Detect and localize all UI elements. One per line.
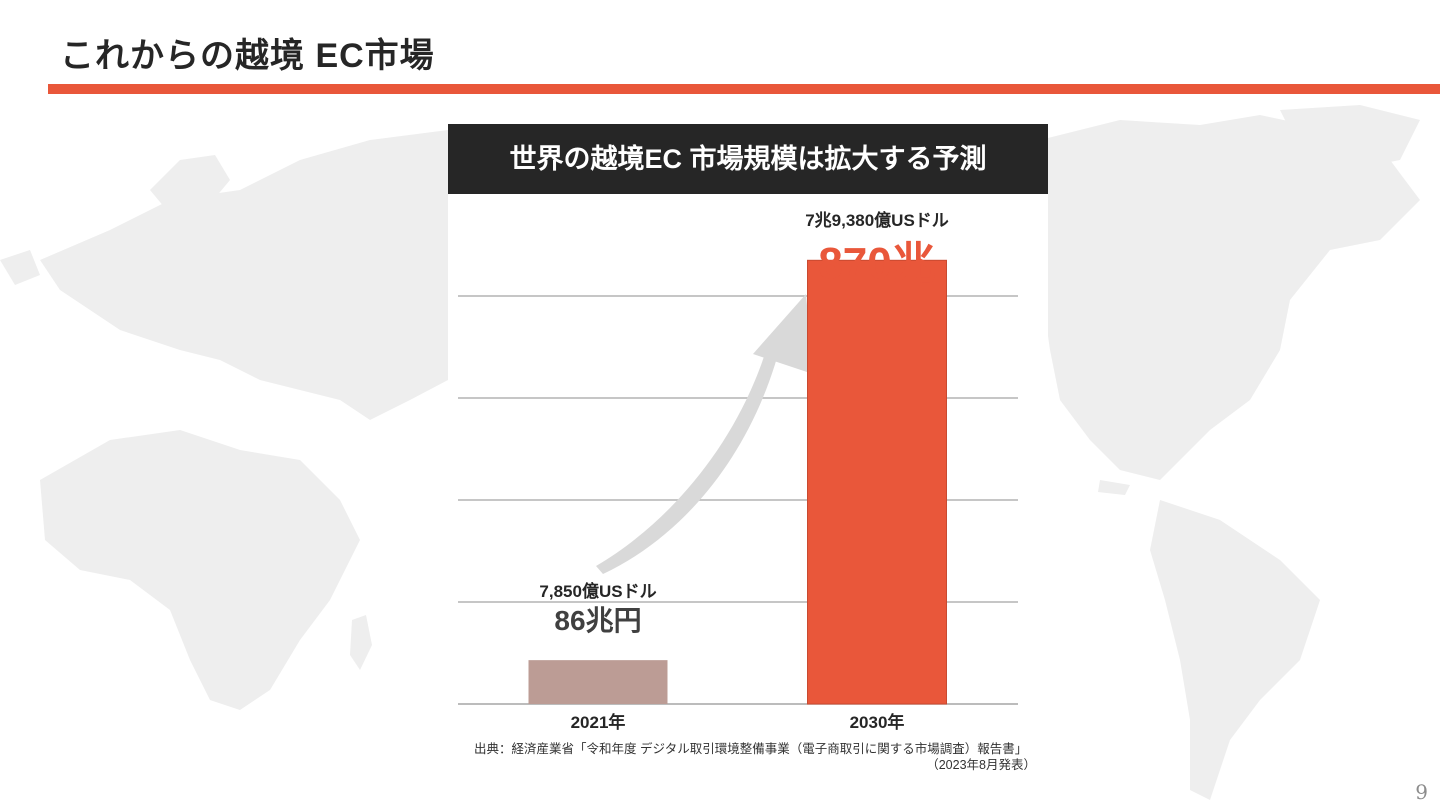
- data-label-sub: 7,850億USドル: [539, 581, 656, 601]
- chart-title: 世界の越境EC 市場規模は拡大する予測: [448, 124, 1048, 194]
- source-date: （2023年8月発表）: [926, 758, 1036, 772]
- page-number: 9: [1415, 780, 1428, 804]
- page-title: これからの越境 EC市場: [60, 37, 435, 75]
- title-accent-rule: [48, 84, 1440, 94]
- source-line: 出典：経済産業省「令和年度 デジタル取引環境整備事業（電子商取引に関する市場調査…: [474, 742, 1028, 756]
- bar-2030年: [807, 259, 947, 705]
- source-citation: 出典：経済産業省「令和年度 デジタル取引環境整備事業（電子商取引に関する市場調査…: [448, 741, 1060, 773]
- market-size-bar-chart: 2021年 2030年 7,850億USドル 86兆円 7兆9,380億USドル 870兆: [458, 210, 1018, 732]
- chart-panel: 世界の越境EC 市場規模は拡大する予測 2021年 2030年 7,850億USドル…: [448, 124, 1048, 770]
- trend-arrow-head: [753, 294, 813, 374]
- bar-2021年: [528, 660, 668, 704]
- world-map-background: [0, 105, 1420, 800]
- trend-arrow-shaft: [596, 344, 780, 574]
- x-tick-label: 2030年: [850, 712, 905, 732]
- data-label-sub: 7兆9,380億USドル: [805, 210, 949, 230]
- data-label-main: 86兆円: [554, 605, 641, 636]
- data-label-main: 870兆: [818, 239, 935, 288]
- x-tick-label: 2021年: [571, 712, 626, 732]
